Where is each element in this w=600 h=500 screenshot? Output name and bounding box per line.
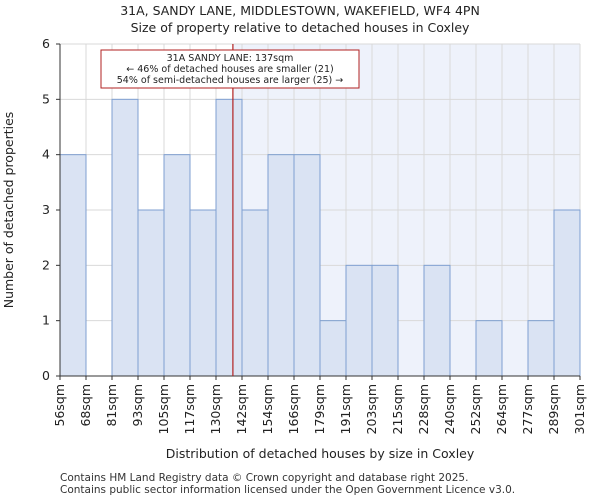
annotation-text-line: 31A SANDY LANE: 137sqm [167,53,294,64]
histogram-bar[interactable] [345,264,373,377]
histogram-bar[interactable] [293,154,321,377]
histogram-bar[interactable] [319,320,347,377]
chart-subtitle: Size of property relative to detached ho… [130,20,470,35]
histogram-bar[interactable] [189,209,217,377]
x-tick-label: 93sqm [130,384,145,427]
x-axis-label: Distribution of detached houses by size … [166,446,475,461]
x-tick-label: 228sqm [416,384,431,434]
y-tick-label: 3 [42,202,50,217]
y-tick-label: 2 [42,257,50,272]
histogram-bar[interactable] [215,98,243,377]
x-tick-label: 203sqm [364,384,379,434]
x-tick-label: 264sqm [494,384,509,434]
x-tick-label: 179sqm [312,384,327,434]
x-tick-label: 301sqm [572,384,587,434]
annotation-box [100,49,360,89]
x-tick-label: 130sqm [208,384,223,434]
y-axis-label: Number of detached properties [1,112,16,309]
x-tick-label: 277sqm [520,384,535,434]
histogram-bar[interactable] [553,209,581,377]
x-tick-label: 215sqm [390,384,405,434]
histogram-bar[interactable] [241,209,269,377]
histogram-bar[interactable] [423,264,451,377]
footer-licence: Contains public sector information licen… [60,484,516,496]
y-tick-label: 6 [42,36,50,51]
x-tick-label: 154sqm [260,384,275,434]
x-tick-label: 142sqm [234,384,249,434]
x-tick-label: 68sqm [78,384,93,427]
footer-copyright: Contains HM Land Registry data © Crown c… [60,472,469,484]
x-tick-label: 117sqm [182,384,197,434]
histogram-bar[interactable] [163,154,191,377]
histogram-chart: 0 1 2 3 4 5 6 56sqm 68sqm 81sqm 93sqm 105sqm 117sqm 1… [1,36,587,461]
x-tick-label: 105sqm [156,384,171,434]
y-tick-label: 5 [42,91,50,106]
histogram-bar[interactable] [475,320,503,377]
annotation-text-line: 54% of semi-detached houses are larger (… [117,75,344,86]
x-tick-label: 289sqm [546,384,561,434]
histogram-bar[interactable] [59,154,87,377]
x-tick-label: 252sqm [468,384,483,434]
x-tick-label: 166sqm [286,384,301,434]
chart-title: 31A, SANDY LANE, MIDDLESTOWN, WAKEFIELD,… [120,3,480,18]
x-tick-label: 81sqm [104,384,119,427]
histogram-bar[interactable] [111,98,139,377]
annotation-text-line: ← 46% of detached houses are smaller (21… [126,64,333,75]
x-tick-label: 240sqm [442,384,457,434]
x-tick-label: 56sqm [52,384,67,427]
x-tick-label: 191sqm [338,384,353,434]
y-tick-label: 1 [42,313,50,328]
histogram-bar[interactable] [267,154,295,377]
y-tick-label: 0 [42,368,50,383]
histogram-bar[interactable] [137,209,165,377]
y-tick-label: 4 [42,147,50,162]
histogram-bar[interactable] [527,320,555,377]
histogram-bar[interactable] [371,264,399,377]
